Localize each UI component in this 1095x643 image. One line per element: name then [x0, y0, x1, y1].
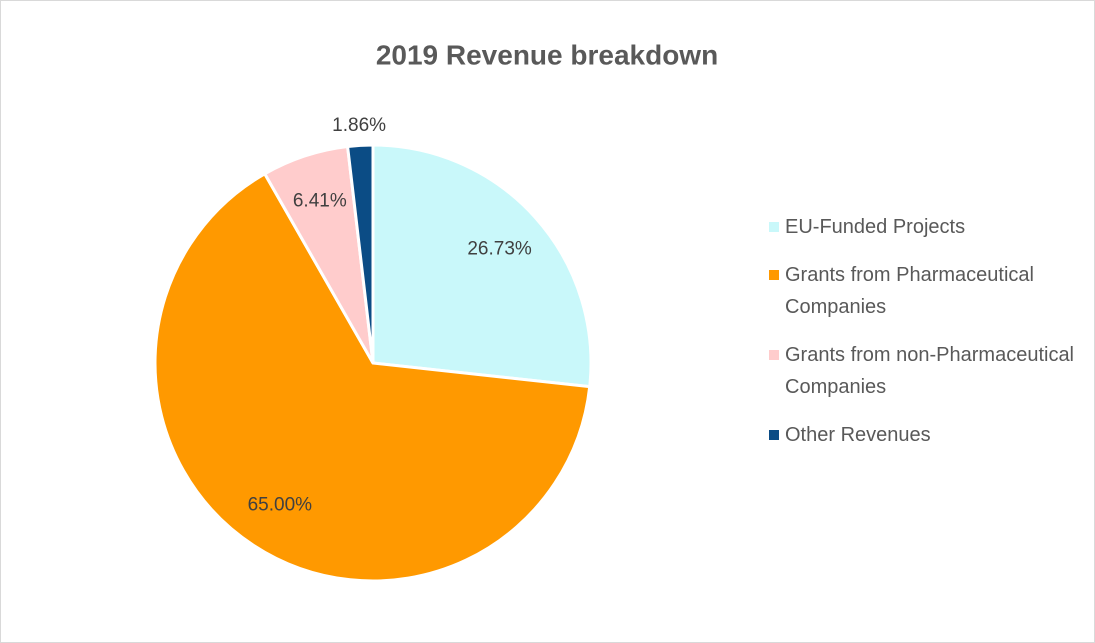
legend-label: Grants from non-Pharmaceutical Companies [785, 344, 1075, 398]
legend-label: Other Revenues [785, 424, 931, 446]
data-label: 26.73% [467, 238, 532, 259]
legend-swatch [769, 270, 779, 280]
chart-title: 2019 Revenue breakdown [376, 39, 718, 70]
legend-swatch [769, 430, 779, 440]
legend-item: Other Revenues [769, 419, 1089, 451]
legend-swatch [769, 222, 779, 232]
data-label: 65.00% [248, 494, 313, 515]
pie-slice [153, 171, 592, 583]
pie-slice [345, 143, 375, 364]
data-label: 1.86% [332, 115, 386, 136]
legend: EU-Funded Projects Grants from Pharmaceut… [769, 211, 1089, 467]
legend-item: Grants from non-Pharmaceutical Companies [769, 339, 1089, 403]
legend-label: Grants from Pharmaceutical Companies [785, 264, 1034, 318]
legend-item: EU-Funded Projects [769, 211, 1089, 243]
pie-slice [371, 143, 593, 389]
data-label: 6.41% [293, 191, 347, 212]
legend-item: Grants from Pharmaceutical Companies [769, 259, 1089, 323]
legend-label: EU-Funded Projects [785, 216, 966, 238]
legend-swatch [769, 350, 779, 360]
